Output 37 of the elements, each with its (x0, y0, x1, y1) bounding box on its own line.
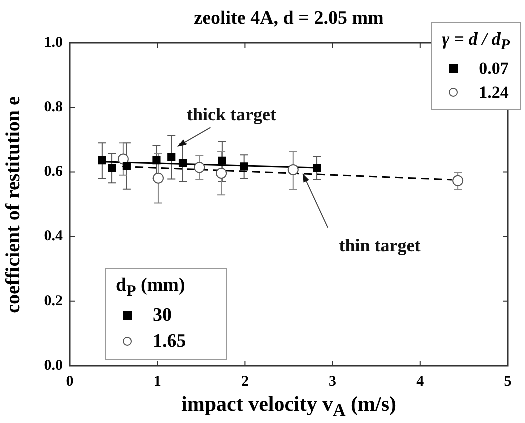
point (178, 159, 188, 168)
x-tick-label: 5 (504, 374, 512, 390)
x-axis-title: impact velocity v$_{A}$ (m/s) (181, 392, 397, 422)
y-tick-label: 0.6 (44, 164, 64, 180)
x-tick-label: 3 (329, 374, 337, 390)
x-tick-label: 1 (154, 374, 162, 390)
y-axis-title: coefficient of restitution e (2, 96, 26, 313)
point (152, 172, 164, 184)
y-tick-label: 0.4 (44, 228, 64, 245)
point (152, 156, 161, 165)
legend-title: γ = d / d$_{P}$ (442, 29, 510, 55)
x-tick-label: 4 (416, 374, 425, 390)
point (194, 162, 206, 174)
point (312, 164, 322, 172)
x-tick-label: 2 (241, 374, 249, 390)
y-tick-label: 0.2 (44, 293, 63, 310)
x-tick-label: 0 (66, 374, 74, 390)
point (168, 153, 176, 162)
y-tick-label: 0.8 (44, 99, 63, 116)
y-tick-label: 1.0 (44, 34, 63, 51)
point (98, 156, 106, 165)
annotation: 30 (153, 304, 172, 327)
point (452, 175, 464, 186)
chart-title: zeolite 4A, d = 2.05 mm (194, 8, 384, 30)
point (122, 162, 131, 170)
legend-label: 1.24 (479, 82, 509, 103)
annotation: thick target (187, 104, 276, 124)
point (108, 164, 116, 172)
legend-label: 0.07 (479, 58, 509, 79)
annotation: d$_{P}$ (mm) (116, 275, 186, 301)
point (218, 156, 226, 165)
annotation: thin target (339, 235, 421, 256)
annotation: 1.65 (153, 330, 186, 353)
point (288, 164, 299, 176)
y-tick-label: 0.0 (44, 358, 63, 374)
point (240, 162, 248, 171)
point (216, 168, 228, 179)
